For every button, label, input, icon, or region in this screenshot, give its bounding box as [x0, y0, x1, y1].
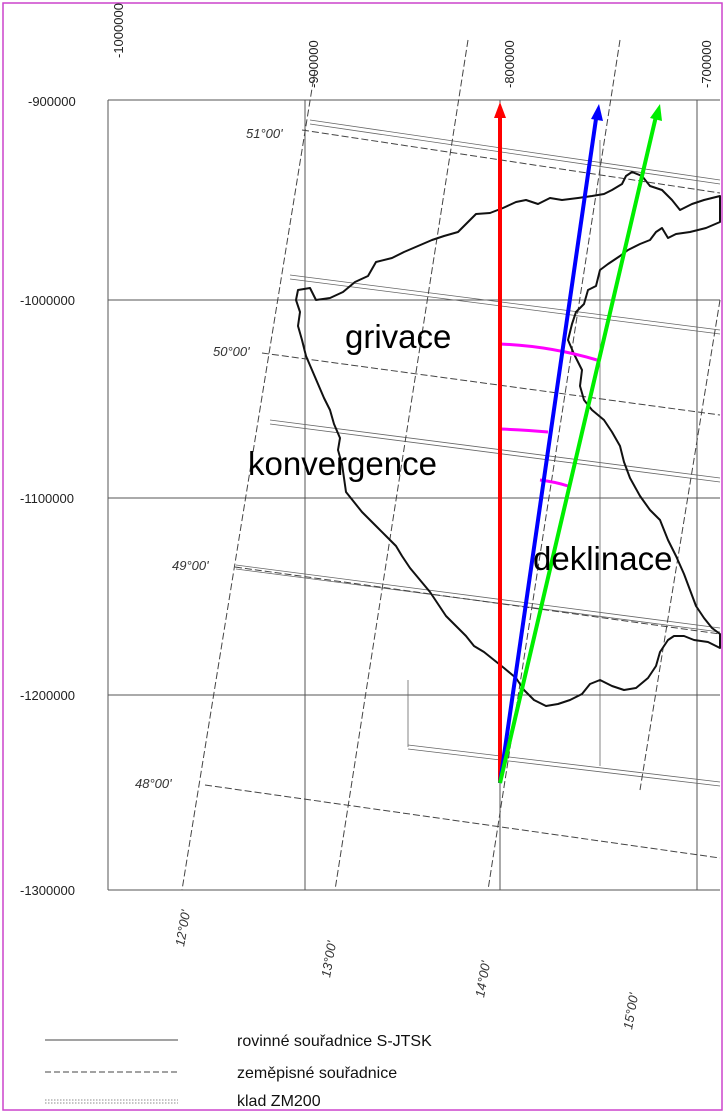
legend-label: zeměpisné souřadnice — [237, 1065, 397, 1082]
magnetic-north-arrow — [498, 111, 599, 784]
deklinace-label: deklinace — [533, 540, 672, 577]
longitude-label: 12°00' — [172, 908, 193, 947]
meridian-line — [334, 39, 469, 891]
x-tick-label: -900000 — [306, 40, 321, 88]
latitude-label: 49°00' — [172, 558, 209, 573]
x-tick-label: -800000 — [502, 40, 517, 88]
longitude-label: 15°00' — [620, 991, 641, 1030]
sjtsk-grid — [107, 99, 720, 891]
legend-label: rovinné souřadnice S-JTSK — [237, 1033, 432, 1050]
latitude-labels: 51°00' 50°00' 49°00' 48°00' — [135, 126, 283, 791]
parallel-line — [204, 784, 721, 859]
zm200-sheets — [235, 119, 721, 787]
angle-arcs — [499, 342, 598, 488]
grid-north-arrowhead — [494, 102, 506, 118]
parallel-line — [301, 129, 721, 194]
magnetic-north-arrowhead — [591, 104, 603, 121]
longitude-label: 14°00' — [472, 959, 493, 998]
latitude-label: 51°00' — [246, 126, 283, 141]
parallel-line — [234, 566, 721, 635]
konvergence-label: konvergence — [248, 445, 437, 482]
longitude-labels: 12°00' 13°00' 14°00' 15°00' — [172, 908, 641, 1030]
y-tick-label: -1200000 — [20, 688, 75, 703]
x-tick-labels: -1000000 -900000 -800000 -700000 — [111, 3, 714, 88]
y-tick-label: -1300000 — [20, 883, 75, 898]
y-tick-label: -1000000 — [20, 293, 75, 308]
north-arrows — [494, 102, 662, 784]
country-border — [295, 171, 721, 707]
meridian-line — [639, 299, 721, 791]
grivace-label: grivace — [345, 318, 451, 355]
grivace-arc — [499, 342, 598, 362]
legend: rovinné souřadnice S-JTSK zeměpisné souř… — [45, 1033, 432, 1110]
x-tick-label: -700000 — [699, 40, 714, 88]
latitude-label: 50°00' — [213, 344, 250, 359]
y-tick-label: -1100000 — [20, 491, 74, 506]
x-tick-label: -1000000 — [111, 3, 126, 58]
y-tick-labels: -900000 -1000000 -1100000 -1200000 -1300… — [20, 94, 76, 898]
meridian-line — [181, 69, 316, 891]
konvergence-arc — [499, 427, 549, 434]
latitude-label: 48°00' — [135, 776, 172, 791]
legend-label: klad ZM200 — [237, 1093, 321, 1110]
geographic-north-arrowhead — [650, 104, 662, 121]
longitude-label: 13°00' — [318, 939, 339, 978]
geographic-north-arrow — [498, 111, 659, 784]
parallel-line — [261, 352, 721, 416]
y-tick-label: -900000 — [28, 94, 76, 109]
